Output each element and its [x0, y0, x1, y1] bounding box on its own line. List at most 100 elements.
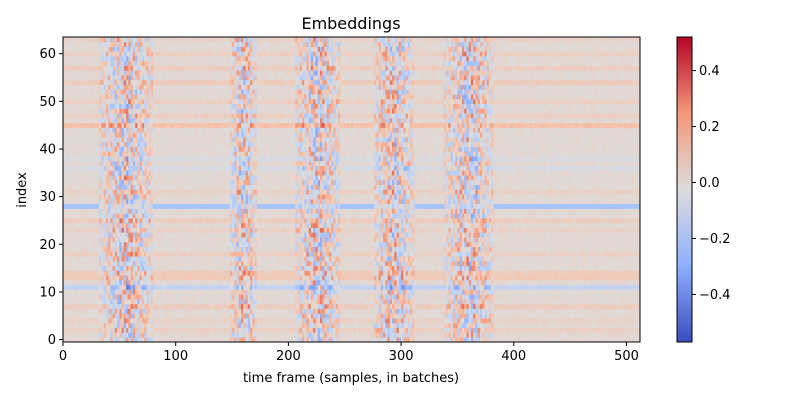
heatmap-cell [123, 284, 127, 290]
heatmap-cell [423, 294, 427, 300]
heatmap-cell [337, 251, 341, 257]
heatmap-cell [74, 327, 77, 333]
heatmap-cell [123, 270, 127, 276]
heatmap-cell [268, 313, 271, 319]
heatmap-cell [346, 299, 350, 305]
heatmap-cell [162, 251, 165, 257]
heatmap-cell [168, 284, 172, 290]
heatmap-cell [581, 256, 584, 262]
heatmap-cell [529, 284, 533, 290]
heatmap-cell [353, 265, 357, 271]
heatmap-cell [633, 270, 636, 276]
heatmap-cell [69, 303, 73, 309]
heatmap-cell [628, 318, 632, 324]
heatmap-cell [272, 299, 276, 305]
heatmap-cell [531, 265, 535, 271]
heatmap-cell [218, 337, 222, 343]
heatmap-cell [186, 303, 190, 309]
heatmap-cell [263, 265, 267, 271]
heatmap-cell [342, 327, 346, 333]
heatmap-cell [214, 303, 217, 309]
heatmap-cell [92, 265, 95, 271]
heatmap-cell [123, 280, 127, 286]
heatmap-cell [414, 318, 418, 324]
heatmap-cell [430, 327, 433, 333]
heatmap-cell [94, 303, 98, 309]
heatmap-cell [214, 322, 217, 329]
heatmap-cell [594, 327, 598, 333]
heatmap-cell [637, 322, 641, 329]
heatmap-cell [565, 256, 569, 262]
heatmap-cell [383, 337, 386, 343]
heatmap-cell [297, 270, 300, 276]
heatmap-cell [484, 260, 488, 267]
heatmap-cell [405, 313, 409, 319]
heatmap-cell [65, 303, 68, 309]
heatmap-cell [254, 289, 258, 295]
heatmap-cell [603, 275, 607, 281]
heatmap-cell [67, 332, 71, 338]
heatmap-cell [491, 260, 494, 267]
heatmap-cell [610, 308, 614, 314]
heatmap-cell [509, 308, 512, 314]
heatmap-cell [281, 284, 285, 290]
heatmap-cell [256, 260, 260, 267]
heatmap-cell [621, 332, 625, 338]
heatmap-cell [527, 275, 530, 281]
heatmap-cell [540, 299, 544, 305]
heatmap-cell [168, 308, 172, 314]
heatmap-cell [108, 322, 111, 329]
heatmap-cell [455, 318, 458, 324]
heatmap-cell [495, 318, 499, 324]
heatmap-cell [337, 303, 341, 309]
heatmap-cell [500, 332, 503, 338]
heatmap-cell [428, 251, 431, 257]
heatmap-cell [628, 275, 632, 281]
heatmap-cell [574, 280, 578, 286]
heatmap-cell [198, 246, 201, 252]
heatmap-cell [247, 280, 251, 286]
heatmap-cell [304, 275, 307, 281]
heatmap-cell [218, 299, 222, 305]
heatmap-cell [281, 260, 285, 267]
heatmap-cell [594, 337, 598, 343]
heatmap-cell [265, 313, 269, 319]
heatmap-cell [502, 260, 506, 267]
heatmap-cell [236, 308, 240, 314]
heatmap-cell [225, 260, 228, 267]
heatmap-cell [522, 322, 526, 329]
heatmap-cell [232, 284, 235, 290]
heatmap-cell [565, 299, 569, 305]
heatmap-cell [396, 251, 400, 257]
heatmap-cell [612, 337, 616, 343]
heatmap-cell [621, 318, 625, 324]
heatmap-cell [105, 332, 109, 338]
heatmap-cell [146, 256, 149, 262]
heatmap-cell [536, 332, 539, 338]
heatmap-cell [362, 308, 366, 314]
heatmap-cell [198, 313, 201, 319]
heatmap-cell [540, 303, 544, 309]
heatmap-cell [360, 265, 364, 271]
heatmap-cell [509, 251, 512, 257]
heatmap-cell [238, 270, 242, 276]
heatmap-cell [96, 294, 100, 300]
heatmap-cell [610, 256, 614, 262]
heatmap-cell [191, 260, 195, 267]
heatmap-cell [516, 284, 519, 290]
heatmap-cell [570, 313, 573, 319]
heatmap-cell [324, 318, 327, 324]
heatmap-cell [225, 299, 228, 305]
heatmap-cell [306, 294, 309, 300]
heatmap-cell [380, 284, 384, 290]
heatmap-cell [96, 246, 100, 252]
heatmap-cell [412, 284, 415, 290]
heatmap-cell [498, 265, 501, 271]
heatmap-cell [139, 308, 143, 314]
heatmap-cell [531, 318, 535, 324]
heatmap-cell [452, 303, 456, 309]
heatmap-cell [263, 313, 267, 319]
heatmap-cell [371, 260, 375, 267]
heatmap-cell [322, 332, 325, 338]
heatmap-cell [425, 284, 429, 290]
